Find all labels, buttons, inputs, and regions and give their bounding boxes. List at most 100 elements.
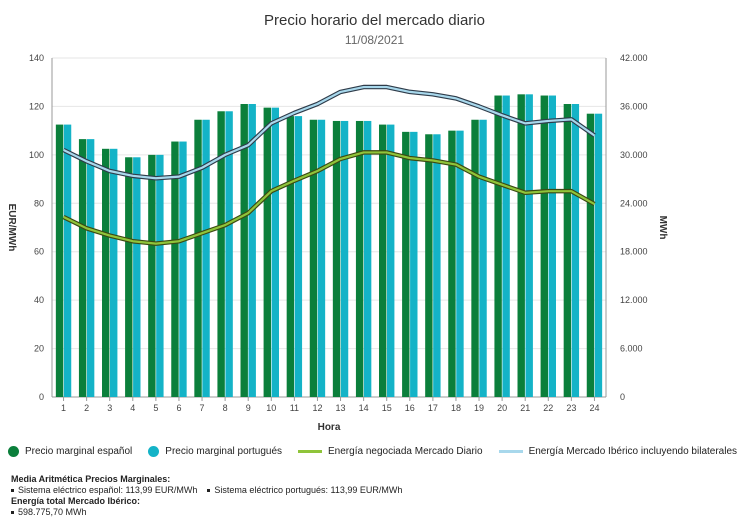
bar: [402, 131, 410, 397]
y-right-tick-label: 30.000: [620, 150, 648, 160]
y-right-tick-label: 0: [620, 392, 625, 402]
bar: [540, 95, 548, 398]
bar: [563, 104, 572, 397]
bar: [171, 141, 179, 397]
legend-item-precio-portugues[interactable]: Precio marginal portugués: [148, 446, 282, 457]
stats-media-title: Media Aritmética Precios Marginales:: [11, 474, 171, 484]
legend-label: Precio marginal portugués: [165, 446, 283, 457]
legend-marker: [148, 446, 160, 457]
bar: [271, 107, 279, 397]
bar: [525, 94, 533, 398]
stats-energy-value: 598.775,70 MWh: [18, 507, 87, 517]
bar: [410, 131, 418, 397]
y-left-tick-label: 140: [29, 53, 44, 63]
bar: [110, 148, 118, 397]
legend-item-precio-espanol[interactable]: Precio marginal español: [8, 446, 132, 457]
x-tick-label: 13: [336, 403, 346, 413]
y-left-tick-label: 0: [39, 392, 44, 402]
bar: [571, 104, 580, 397]
x-tick-label: 16: [405, 403, 415, 413]
x-tick-label: 4: [130, 403, 135, 413]
bar: [63, 124, 72, 397]
y-left-tick-label: 60: [34, 247, 44, 257]
bar: [494, 95, 502, 398]
y-left-tick-label: 80: [34, 198, 44, 208]
legend-marker: [298, 450, 323, 453]
bar: [125, 157, 133, 397]
bar: [332, 120, 341, 397]
bar: [240, 104, 248, 397]
stats-portugal: Sistema eléctrico portugués: 113,99 EUR/…: [207, 485, 402, 496]
legend-label: Energía negociada Mercado Diario: [328, 446, 483, 457]
chart-subtitle: 11/08/2021: [344, 33, 405, 47]
y-left-axis-label: EUR/MWh: [6, 204, 17, 252]
x-tick-label: 17: [428, 403, 438, 413]
stats-spain: Sistema eléctrico español: 113,99 EUR/MW…: [11, 485, 197, 496]
bar: [355, 120, 364, 397]
legend-label: Energía Mercado Ibérico incluyendo bilat…: [528, 446, 738, 457]
series-line: [63, 85, 596, 180]
bar: [317, 119, 326, 397]
y-right-tick-label: 12.000: [620, 295, 648, 305]
chart-legend: Precio marginal español Precio marginal …: [8, 446, 737, 457]
stats-panel: Media Aritmética Precios Marginales: Sis…: [11, 474, 402, 518]
y-left-tick-label: 20: [34, 344, 44, 354]
bar: [217, 111, 225, 398]
x-tick-label: 18: [451, 403, 461, 413]
bar: [309, 119, 318, 397]
x-tick-label: 10: [266, 403, 276, 413]
x-tick-label: 11: [290, 403, 299, 413]
bar: [202, 119, 210, 397]
bar: [156, 154, 164, 397]
bar: [586, 113, 595, 397]
y-right-tick-label: 6.000: [620, 344, 643, 354]
bar: [548, 95, 556, 398]
x-tick-label: 14: [359, 403, 369, 413]
stats-energy: 598.775,70 MWh: [11, 507, 402, 518]
x-axis-label: Hora: [318, 422, 341, 433]
series-line: [63, 151, 595, 245]
x-tick-label: 23: [566, 403, 576, 413]
bar: [263, 107, 271, 397]
y-right-tick-label: 18.000: [620, 247, 648, 257]
bar: [86, 139, 95, 397]
bar: [148, 154, 156, 397]
legend-item-energia-iberico[interactable]: Energía Mercado Ibérico incluyendo bilat…: [498, 446, 738, 457]
legend-marker: [498, 450, 523, 453]
bar: [363, 120, 372, 397]
bar: [225, 111, 233, 398]
bar: [194, 119, 202, 397]
y-right-tick-label: 42.000: [620, 53, 648, 63]
legend-item-energia-negociada[interactable]: Energía negociada Mercado Diario: [298, 446, 483, 457]
bar: [55, 124, 64, 397]
y-left-tick-label: 40: [34, 295, 44, 305]
y-left-tick-label: 100: [29, 150, 44, 160]
x-tick-label: 7: [200, 403, 205, 413]
bar: [340, 120, 349, 397]
x-tick-label: 15: [382, 403, 392, 413]
bar: [594, 113, 603, 397]
bar: [433, 134, 441, 397]
legend-marker: [8, 446, 19, 457]
bar: [102, 148, 110, 397]
chart-title: Precio horario del mercado diario: [264, 12, 485, 29]
bar: [471, 119, 479, 397]
y-right-axis-label: MWh: [657, 216, 668, 240]
bar: [502, 95, 510, 398]
bar: [286, 116, 295, 397]
x-tick-label: 21: [520, 403, 530, 413]
x-tick-label: 1: [61, 403, 66, 413]
chart-plot: 02040608010012014006.00012.00018.00024.0…: [6, 53, 668, 433]
bar: [179, 141, 187, 397]
x-tick-label: 19: [474, 403, 484, 413]
stats-spain-text: Sistema eléctrico español: 113,99 EUR/MW…: [18, 485, 198, 495]
bar: [294, 116, 303, 397]
x-tick-label: 2: [84, 403, 89, 413]
bar: [248, 104, 256, 397]
x-tick-label: 3: [107, 403, 112, 413]
legend-label: Precio marginal español: [25, 446, 133, 457]
x-tick-label: 20: [497, 403, 507, 413]
y-right-tick-label: 24.000: [620, 198, 648, 208]
bar: [425, 134, 433, 397]
x-tick-label: 24: [589, 403, 599, 413]
